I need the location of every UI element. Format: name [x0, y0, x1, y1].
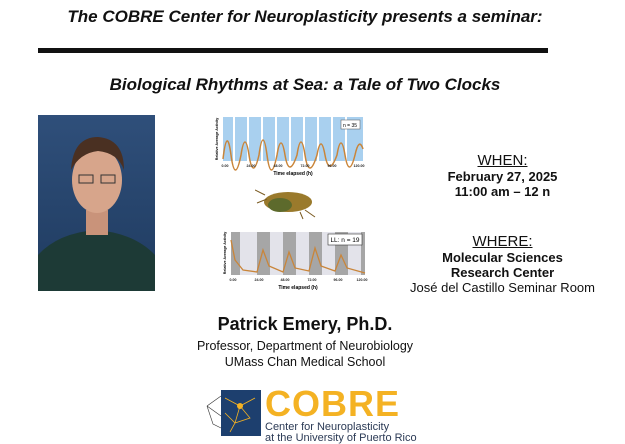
tick-top-2: 48.00 — [274, 164, 283, 168]
where-label: WHERE: — [472, 233, 533, 250]
tick-bottom-0: 0.00 — [230, 278, 237, 282]
talk-title: Biological Rhythms at Sea: a Tale of Two… — [109, 75, 501, 94]
tick-top-5: 120.00 — [354, 164, 365, 168]
tick-top-0: 0.00 — [222, 164, 229, 168]
venue-line3: José del Castillo Seminar Room — [410, 280, 595, 295]
venue-line1: Molecular Sciences — [442, 250, 563, 265]
when-label: WHEN: — [477, 152, 528, 169]
tick-bottom-3: 72.00 — [308, 278, 317, 282]
activity-chart-top: n = 35 Relative Average Activity 0.00 24… — [205, 115, 365, 177]
event-date: February 27, 2025 — [447, 169, 558, 184]
tick-bottom-5: 120.00 — [357, 278, 368, 282]
seminar-heading: The COBRE Center for Neuroplasticity pre… — [67, 7, 543, 26]
xlabel-top: Time elapsed (h) — [273, 171, 313, 177]
logo-caption-2: at the University of Puerto Rico — [265, 432, 417, 444]
tick-top-3: 72.00 — [301, 164, 310, 168]
legend-bottom: LL: n = 19 — [330, 237, 359, 244]
speaker-photo — [38, 115, 155, 291]
ylabel-top: Relative Average Activity — [215, 118, 219, 161]
cobre-logo-text: COBRE — [265, 383, 401, 424]
venue-line2: Research Center — [450, 265, 555, 280]
where-section: WHERE: Molecular Sciences Research Cente… — [395, 233, 610, 295]
cobre-logo-icon — [205, 388, 263, 438]
amphipod-image — [254, 185, 320, 220]
ylabel-bottom: Relative Average Activity — [223, 232, 227, 275]
tick-top-4: 96.00 — [328, 164, 337, 168]
tick-bottom-2: 48.00 — [281, 278, 290, 282]
activity-chart-bottom: LL: n = 19 Relative Average Activity 0.0… — [218, 230, 368, 292]
when-section: WHEN: February 27, 2025 11:00 am – 12 n — [410, 152, 595, 199]
logo-caption-1: Center for Neuroplasticity — [265, 421, 390, 433]
divider — [38, 48, 548, 53]
speaker-institution: UMass Chan Medical School — [224, 355, 386, 369]
speaker-title: Professor, Department of Neurobiology — [196, 339, 414, 353]
event-time: 11:00 am – 12 n — [454, 184, 551, 199]
speaker-name: Patrick Emery, Ph.D. — [217, 314, 393, 334]
tick-top-1: 24.00 — [247, 164, 256, 168]
tick-bottom-4: 96.00 — [334, 278, 343, 282]
legend-top: n = 35 — [343, 123, 357, 129]
tick-bottom-1: 24.00 — [255, 278, 264, 282]
xlabel-bottom: Time elapsed (h) — [278, 285, 318, 291]
